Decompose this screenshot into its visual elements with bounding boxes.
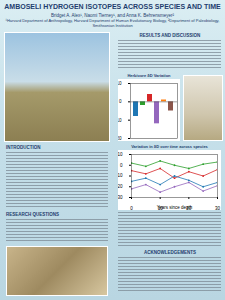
html-text:ACKNOWLEDGEMENTS: ACKNOWLEDGEMENTS bbox=[144, 250, 196, 255]
html-text:Variation in δD over time acro: Variation in δD over time across species bbox=[131, 144, 208, 149]
html-text:RESEARCH QUESTIONS: RESEARCH QUESTIONS bbox=[6, 212, 59, 217]
svg-text:0: 0 bbox=[120, 163, 123, 168]
html-text:Bridget A. Alex¹, Naomi Tierne: Bridget A. Alex¹, Naomi Tierney¹, and An… bbox=[51, 13, 174, 18]
html-text:Herbivore δD Variation: Herbivore δD Variation bbox=[127, 73, 171, 78]
svg-text:10: 10 bbox=[118, 152, 123, 157]
html-text:RESULTS AND DISCUSSION: RESULTS AND DISCUSSION bbox=[139, 33, 201, 38]
html-text:INTRODUCTION: INTRODUCTION bbox=[6, 145, 41, 150]
html-text:AMBOSELI HYDROGEN ISOTOPES ACR: AMBOSELI HYDROGEN ISOTOPES ACROSS SPECIE… bbox=[4, 3, 221, 10]
svg-text:−30: −30 bbox=[118, 195, 123, 200]
svg-text:−20: −20 bbox=[118, 136, 122, 141]
html-text:¹Harvard Department of Anthrop: ¹Harvard Department of Anthropology, Har… bbox=[5, 18, 220, 28]
svg-text:−20: −20 bbox=[118, 184, 123, 189]
svg-text:Years since death: Years since death bbox=[157, 205, 193, 210]
svg-text:30: 30 bbox=[215, 206, 221, 210]
svg-text:0: 0 bbox=[119, 99, 122, 104]
svg-text:−10: −10 bbox=[118, 173, 123, 178]
svg-text:−10: −10 bbox=[118, 118, 122, 123]
svg-text:0: 0 bbox=[130, 206, 133, 210]
svg-text:10: 10 bbox=[118, 81, 122, 86]
